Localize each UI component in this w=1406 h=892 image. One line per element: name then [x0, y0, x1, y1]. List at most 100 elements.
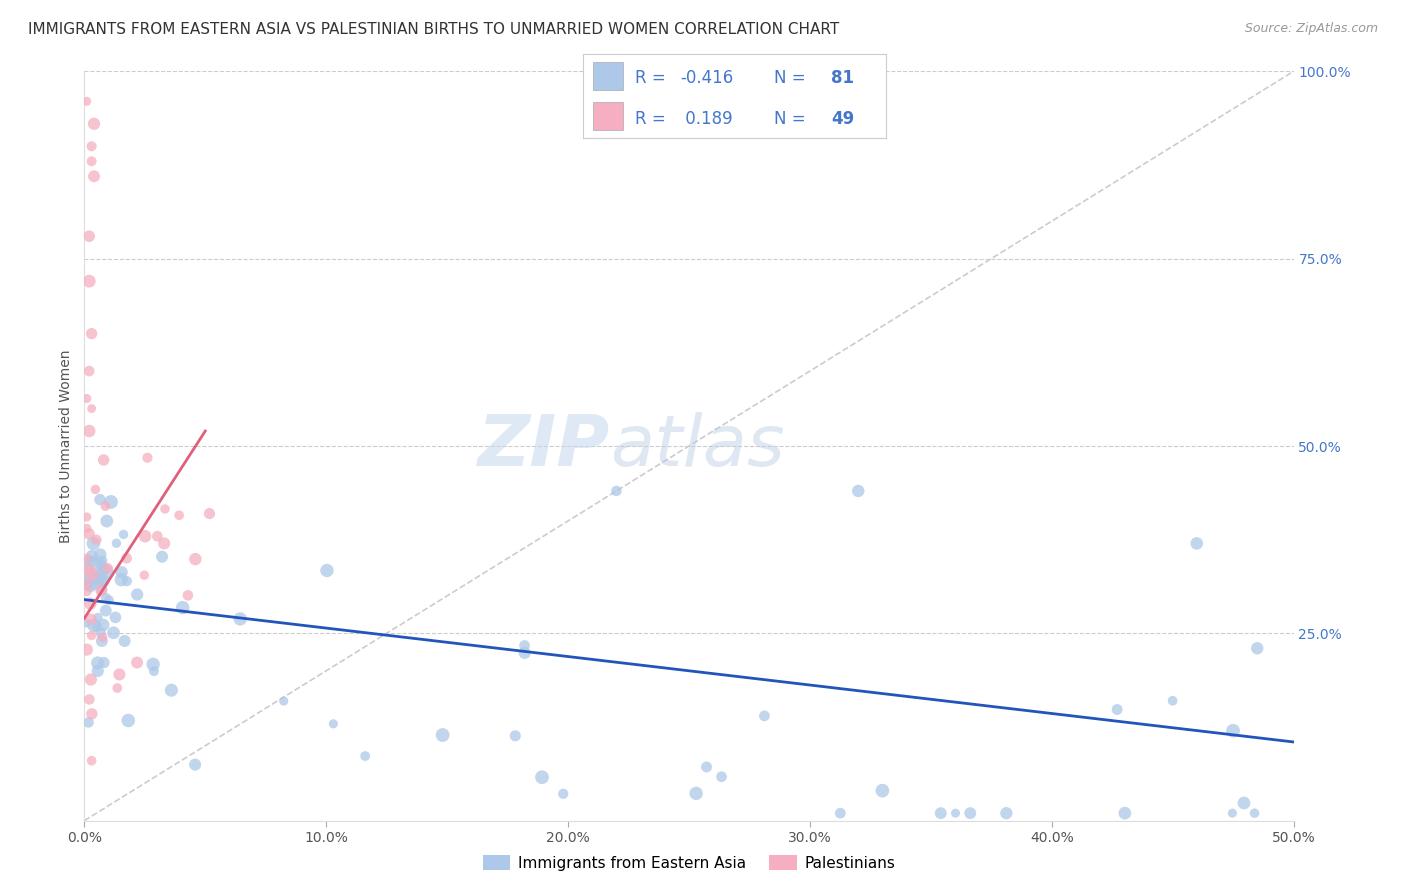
Point [91, 574, 114, 588]
Point [76, 392, 98, 406]
Point [80, 754, 103, 768]
Point [83, 169, 105, 184]
Point [1243, 806, 1265, 821]
Point [513, 639, 536, 653]
Point [142, 657, 165, 672]
Point [134, 529, 156, 543]
Point [76, 575, 98, 590]
Point [995, 806, 1018, 821]
Point [1222, 806, 1244, 821]
Point [513, 646, 536, 660]
Point [125, 656, 148, 670]
Text: IMMIGRANTS FROM EASTERN ASIA VS PALESTINIAN BIRTHS TO UNMARRIED WOMEN CORRELATIO: IMMIGRANTS FROM EASTERN ASIA VS PALESTIN… [28, 22, 839, 37]
Point [77, 566, 100, 581]
Point [86, 656, 108, 670]
Text: Source: ZipAtlas.com: Source: ZipAtlas.com [1244, 22, 1378, 36]
Point [80, 706, 103, 721]
Point [273, 694, 295, 708]
Point [503, 729, 526, 743]
Point [115, 574, 138, 588]
Point [86, 620, 108, 634]
Point [134, 568, 156, 582]
Point [93, 575, 115, 590]
Point [77, 527, 100, 541]
Point [80, 139, 103, 153]
Point [553, 787, 575, 801]
Point [1185, 536, 1208, 550]
Point [959, 806, 981, 821]
Point [530, 770, 553, 784]
Point [127, 587, 149, 601]
Point [198, 507, 221, 521]
Point [80, 554, 103, 568]
Point [79, 579, 101, 593]
Point [605, 483, 627, 498]
Point [94, 604, 117, 618]
Point [77, 563, 100, 577]
Point [93, 562, 115, 576]
Point [76, 576, 98, 591]
Point [929, 806, 952, 821]
Point [80, 612, 103, 626]
Point [90, 558, 112, 572]
Point [89, 567, 111, 582]
Point [91, 618, 114, 632]
Text: atlas: atlas [610, 411, 785, 481]
Point [79, 692, 101, 706]
Point [167, 508, 190, 523]
Point [322, 716, 344, 731]
Point [105, 681, 128, 695]
Point [76, 616, 98, 631]
Point [96, 565, 118, 579]
Point [112, 527, 135, 541]
Point [184, 757, 207, 772]
Point [685, 786, 707, 800]
Point [160, 683, 183, 698]
Point [111, 565, 134, 579]
Point [177, 588, 200, 602]
Point [754, 709, 776, 723]
Point [77, 424, 100, 438]
Point [87, 610, 110, 624]
Point [97, 561, 120, 575]
Point [93, 656, 115, 670]
Point [136, 450, 159, 465]
Point [76, 642, 98, 657]
Point [83, 117, 105, 131]
Point [105, 536, 128, 550]
Point [354, 749, 377, 764]
Point [89, 492, 111, 507]
Point [108, 667, 131, 681]
Point [76, 584, 98, 599]
Point [153, 536, 176, 550]
Point [104, 610, 127, 624]
Point [80, 549, 103, 563]
Point [82, 567, 104, 582]
Text: 49: 49 [831, 110, 855, 128]
Point [76, 95, 98, 109]
Point [83, 618, 105, 632]
FancyBboxPatch shape [592, 62, 623, 90]
Point [872, 783, 894, 797]
FancyBboxPatch shape [592, 102, 623, 130]
Point [143, 664, 166, 678]
Text: R =: R = [636, 70, 671, 87]
Point [86, 533, 108, 547]
Point [184, 552, 207, 566]
Point [91, 630, 114, 644]
Point [1114, 806, 1136, 821]
Point [153, 502, 176, 516]
Point [77, 274, 100, 288]
Point [94, 591, 117, 605]
Point [432, 728, 454, 742]
Point [945, 806, 967, 821]
Point [96, 514, 118, 528]
Point [80, 401, 103, 416]
Point [90, 634, 112, 648]
Text: -0.416: -0.416 [681, 70, 734, 87]
Text: 81: 81 [831, 70, 855, 87]
Point [172, 600, 194, 615]
Point [1107, 702, 1129, 716]
Point [82, 536, 104, 550]
Point [77, 229, 100, 244]
